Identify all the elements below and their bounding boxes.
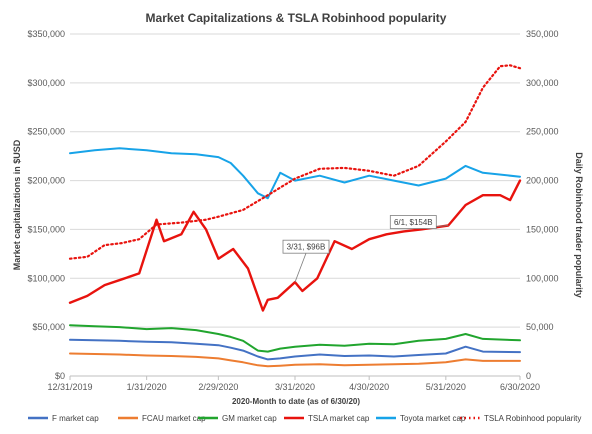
y-axis-label: Market capitalizations in $USD bbox=[12, 139, 22, 270]
y-tick-label: $50,000 bbox=[32, 322, 65, 332]
y-tick-label: $250,000 bbox=[27, 127, 65, 137]
gridlines bbox=[70, 33, 520, 328]
annotation-box bbox=[389, 215, 437, 229]
y2-axis-label: Daily Robinhood trader popularity bbox=[574, 152, 584, 298]
legend-label-4: Toyota market cap bbox=[400, 414, 466, 423]
x-tick-label: 12/31/2019 bbox=[47, 382, 92, 392]
x-tick-label: 6/30/2020 bbox=[500, 382, 540, 392]
series-line-3 bbox=[68, 179, 522, 312]
legend: F market cap FCAU market cap GM market cap… bbox=[28, 414, 581, 423]
y2-tick-label: 0 bbox=[526, 371, 531, 381]
y2-tick-label: 300,000 bbox=[526, 78, 559, 88]
annotation-box bbox=[282, 239, 330, 254]
annotation-leader bbox=[294, 253, 307, 283]
y-tick-label: $0 bbox=[55, 371, 65, 381]
annotation-label: 3/31, $96B bbox=[287, 243, 326, 252]
legend-label-1: FCAU market cap bbox=[142, 414, 206, 423]
y2-tick-label: 250,000 bbox=[526, 127, 559, 137]
x-tick-label: 2/29/2020 bbox=[198, 382, 238, 392]
series-lines bbox=[68, 64, 522, 368]
series-line-2 bbox=[69, 324, 521, 353]
x-tick-label: 4/30/2020 bbox=[349, 382, 389, 392]
legend-label-5: TSLA Robinhood popularity bbox=[484, 414, 581, 423]
right-axis-ticks: 0 50,000 100,000 150,000 200,000 250,000 300,0… bbox=[526, 29, 559, 381]
series-line-5 bbox=[68, 64, 522, 260]
x-tick-label: 3/31/2020 bbox=[275, 382, 315, 392]
legend-label-0: F market cap bbox=[52, 414, 99, 423]
annotations: 3/31, $96B 6/1, $154B bbox=[282, 215, 449, 283]
y-tick-label: $300,000 bbox=[27, 78, 65, 88]
y-tick-label: $100,000 bbox=[27, 273, 65, 283]
y-tick-label: $200,000 bbox=[27, 176, 65, 186]
y2-tick-label: 150,000 bbox=[526, 224, 559, 234]
legend-label-3: TSLA market cap bbox=[308, 414, 370, 423]
y2-tick-label: 350,000 bbox=[526, 29, 559, 39]
x-tick-label: 1/31/2020 bbox=[127, 382, 167, 392]
y2-tick-label: 200,000 bbox=[526, 176, 559, 186]
series-line-0 bbox=[69, 338, 521, 361]
annotation-label: 6/1, $154B bbox=[394, 218, 433, 227]
y2-tick-label: 50,000 bbox=[526, 322, 554, 332]
y-tick-label: $150,000 bbox=[27, 224, 65, 234]
series-line-4 bbox=[69, 147, 521, 200]
chart-title: Market Capitalizations & TSLA Robinhood … bbox=[146, 11, 447, 25]
series-line-1 bbox=[69, 352, 521, 368]
legend-label-2: GM market cap bbox=[222, 414, 277, 423]
x-axis-label: 2020-Month to date (as of 6/30/20) bbox=[232, 397, 360, 406]
y2-tick-label: 100,000 bbox=[526, 273, 559, 283]
x-axis-ticks: 12/31/2019 1/31/2020 2/29/2020 3/31/2020 4/3… bbox=[47, 376, 540, 392]
y-tick-label: $350,000 bbox=[27, 29, 65, 39]
x-tick-label: 5/31/2020 bbox=[426, 382, 466, 392]
left-axis-ticks: $0 $50,000 $100,000 $150,000 $200,000 $250,00… bbox=[27, 29, 65, 381]
